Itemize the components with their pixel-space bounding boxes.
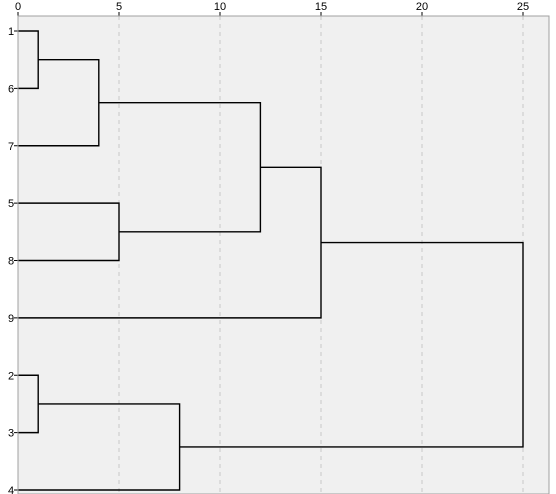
x-tick-label: 20 — [416, 1, 428, 13]
x-tick-label: 0 — [15, 1, 21, 13]
leaf-labels: 1 6 7 5 8 9 2 3 4 — [8, 26, 18, 494]
leaf-label: 8 — [8, 256, 14, 268]
dendrogram-link — [179, 241, 524, 448]
x-axis-ticks: 0 5 10 15 20 25 — [15, 1, 529, 16]
x-tick-label: 15 — [315, 1, 327, 13]
x-tick-label: 10 — [214, 1, 226, 13]
leaf-label: 1 — [8, 26, 14, 38]
leaf-label: 6 — [8, 83, 14, 95]
dendrogram-links — [18, 30, 524, 491]
x-tick-label: 5 — [116, 1, 122, 13]
x-tick-label: 25 — [517, 1, 529, 13]
leaf-label: 7 — [8, 141, 14, 153]
leaf-label: 2 — [8, 370, 14, 382]
leaf-label: 9 — [8, 313, 14, 325]
leaf-label: 3 — [8, 428, 14, 440]
leaf-label: 5 — [8, 198, 14, 210]
plot-frame — [17, 15, 550, 494]
plot-area — [18, 16, 549, 494]
leaf-label: 4 — [8, 485, 14, 494]
